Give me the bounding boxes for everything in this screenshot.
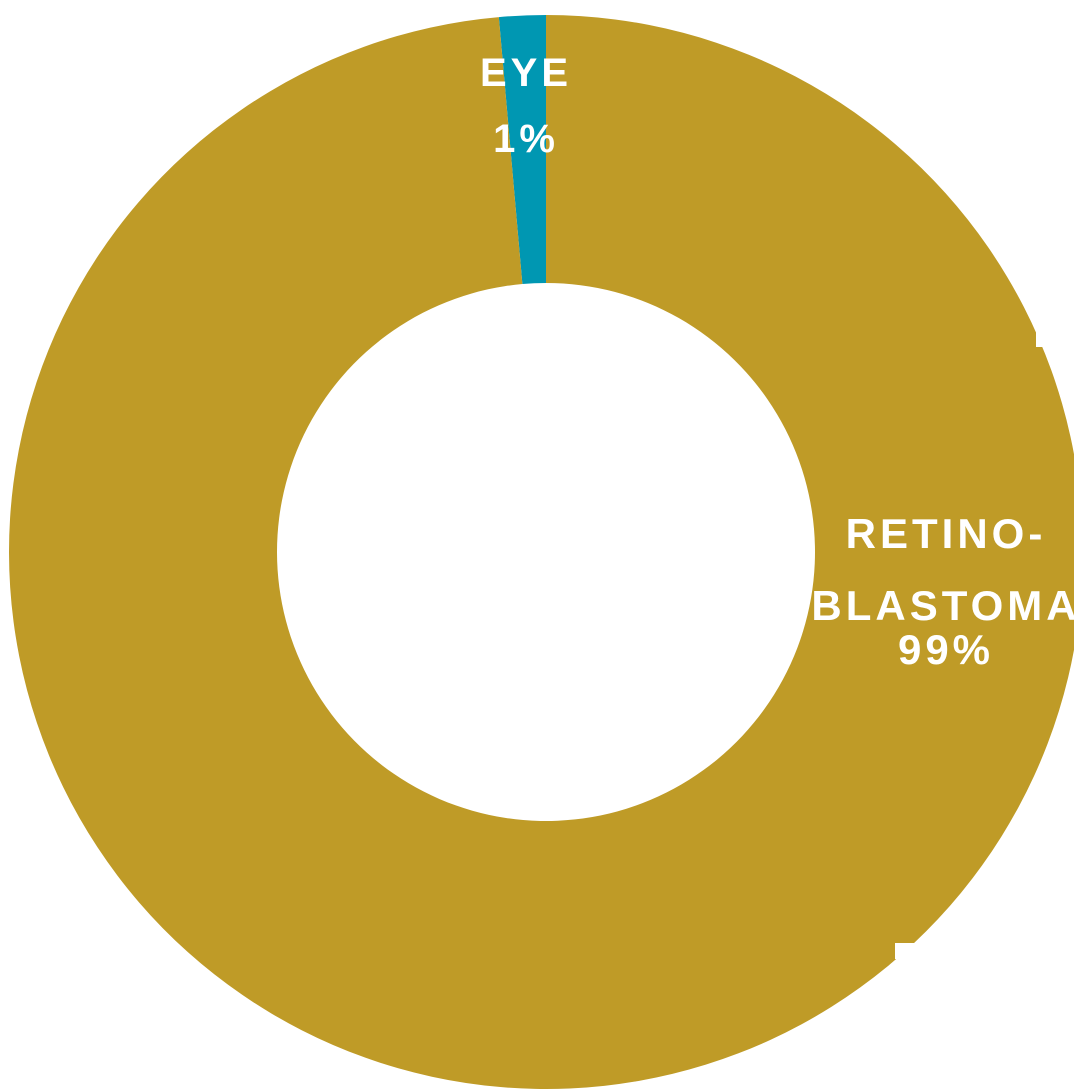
slice-label-eye: EYE [480,51,572,95]
slice-value-retinoblastoma: 99% [898,626,994,673]
slice-label-retinoblastoma-line2: BLASTOMA [811,582,1074,629]
slice-label-retinoblastoma-line1: RETINO- [846,510,1047,557]
slices-group [9,15,1074,1089]
labels-group: EYE 1% RETINO- BLASTOMA 99% [480,51,1074,673]
slice-eye [498,15,546,285]
slice-retinoblastoma [9,15,1074,1089]
slice-value-eye: 1% [493,117,559,161]
bracket-lines [895,331,1074,959]
